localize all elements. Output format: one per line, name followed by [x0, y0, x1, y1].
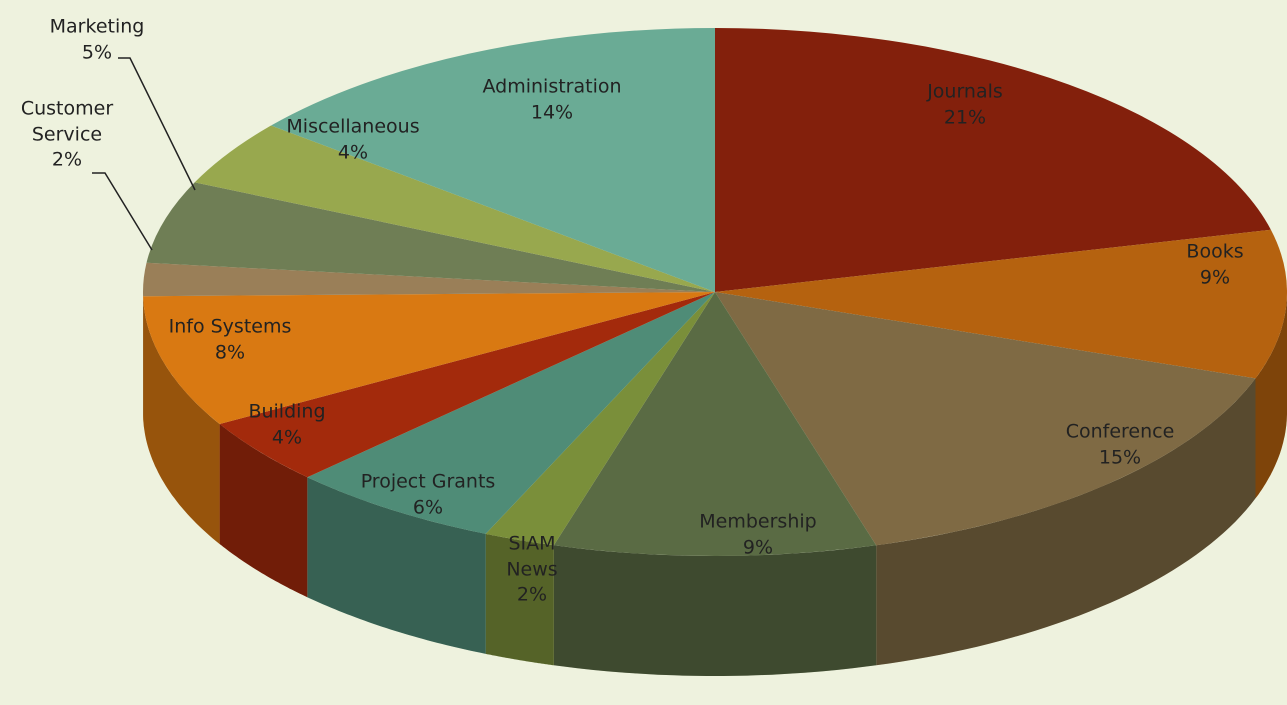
slice-name: Miscellaneous — [286, 115, 420, 138]
slice-label: Info Systems 8% — [130, 314, 330, 365]
slice-label: Journals 21% — [865, 79, 1065, 130]
slice-name: Administration — [482, 75, 622, 98]
slice-name: Journals — [927, 80, 1003, 103]
slice-label: Conference 15% — [1020, 419, 1220, 470]
pie-side — [143, 296, 220, 544]
slice-name: SIAM News — [506, 532, 558, 581]
slice-value: 15% — [1098, 446, 1142, 468]
slice-value: 2% — [516, 583, 548, 606]
pie-slice — [143, 262, 715, 297]
slice-label: Miscellaneous 4% — [253, 114, 453, 165]
slice-name: Customer Service — [20, 97, 114, 146]
slice-name: Marketing — [49, 15, 145, 38]
slice-label: Books 9% — [1115, 239, 1287, 290]
pie-slice — [143, 292, 715, 424]
slice-value: 4% — [337, 141, 369, 163]
pie-slice — [553, 292, 877, 556]
pie-slice — [485, 292, 715, 546]
leader-line — [92, 172, 153, 251]
slice-value: 9% — [1199, 266, 1231, 288]
slice-label: SIAM News 2% — [497, 532, 567, 609]
pie-slice — [307, 292, 715, 534]
pie-side — [553, 545, 877, 676]
slice-value: 5% — [81, 41, 113, 63]
slice-name: Membership — [699, 510, 817, 533]
pie-side — [1255, 292, 1287, 499]
pie-side — [307, 477, 486, 654]
slice-value: 14% — [530, 101, 574, 123]
leader-line — [118, 57, 196, 191]
pie-slice — [194, 125, 716, 293]
pie-slice — [271, 28, 715, 292]
slice-label: Membership 9% — [658, 509, 858, 560]
slice-name: Books — [1186, 240, 1244, 263]
slice-value: 9% — [742, 536, 774, 558]
slice-label: Building 4% — [187, 399, 387, 450]
slice-name: Project Grants — [360, 470, 496, 493]
slice-label: Customer Service 2% — [12, 97, 122, 174]
slice-name: Info Systems — [168, 315, 292, 338]
pie-slice — [715, 229, 1287, 379]
pie-side — [485, 533, 554, 666]
slice-label: Project Grants 6% — [328, 469, 528, 520]
pie-slice — [715, 292, 1256, 546]
pie-side — [876, 378, 1256, 666]
slice-name: Conference — [1065, 420, 1175, 443]
slice-name: Building — [248, 400, 326, 423]
pie-slice — [219, 292, 715, 478]
pie-slice — [715, 28, 1271, 292]
slice-value: 21% — [943, 106, 987, 128]
slice-label: Marketing 5% — [0, 14, 197, 65]
pie-slice — [146, 182, 715, 292]
pie-side — [219, 424, 308, 598]
slice-value: 2% — [51, 148, 83, 171]
slice-label: Administration 14% — [452, 74, 652, 125]
slice-value: 6% — [412, 496, 444, 518]
slice-value: 4% — [271, 426, 303, 448]
slice-value: 8% — [214, 341, 246, 363]
